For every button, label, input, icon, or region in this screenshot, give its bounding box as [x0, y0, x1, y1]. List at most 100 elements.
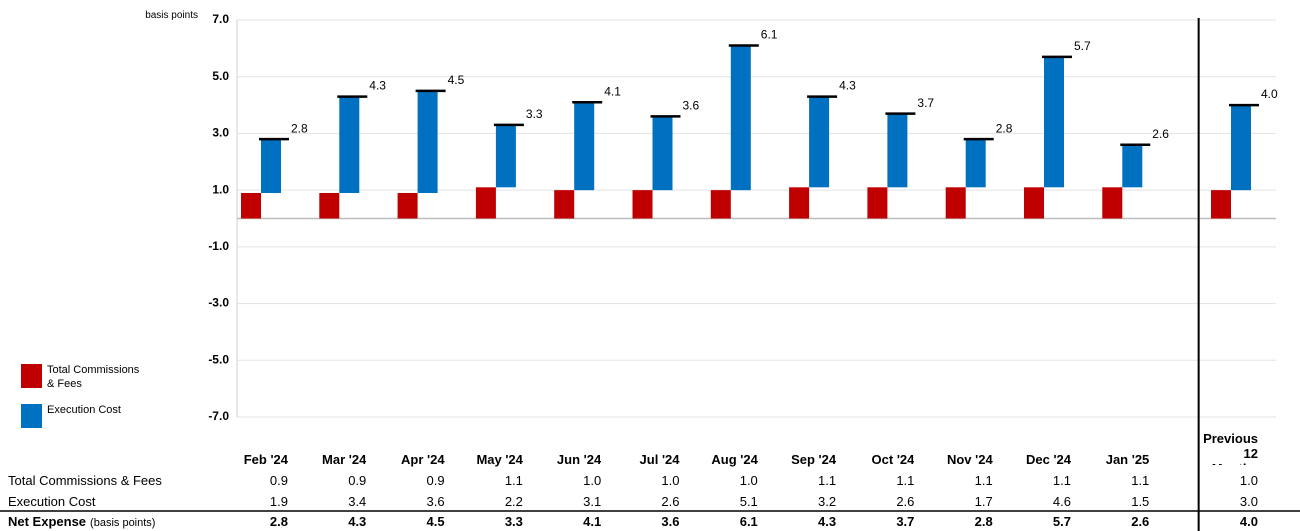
bar — [730, 45, 751, 191]
table-value-text: 6.1 — [739, 514, 758, 529]
table-value-box: 0.9 — [392, 473, 445, 488]
x-tick-label-box: Aug '24 — [711, 452, 758, 467]
bar — [789, 187, 810, 219]
x-tick-label: Mar '24 — [293, 452, 366, 467]
table-value-text: 3.4 — [348, 494, 367, 509]
bar — [965, 139, 986, 188]
table-value-box: 3.7 — [896, 514, 915, 529]
table-value-box: 3.6 — [427, 494, 445, 509]
table-value-box: 3.4 — [348, 494, 367, 509]
data-label: 4.1 — [604, 84, 621, 98]
bar — [475, 187, 496, 219]
table-value-text: 4.6 — [1052, 494, 1071, 509]
bar — [1102, 187, 1123, 219]
x-tick-label-text: Jul '24 — [639, 452, 680, 467]
table-value-text: 1.9 — [269, 494, 288, 509]
bar — [397, 192, 418, 219]
x-tick-label-box: Jan '25 — [1105, 452, 1150, 467]
legend-swatch — [21, 364, 42, 388]
x-tick-label-text: Mar '24 — [322, 452, 367, 467]
table-value: 1.5 — [1096, 494, 1149, 509]
data-label: 4.3 — [369, 79, 386, 93]
x-tick-label-box: Previous 12 Months — [1198, 431, 1258, 465]
data-label: 2.8 — [291, 121, 308, 135]
table-value-text: 4.5 — [426, 514, 445, 529]
bar — [1231, 105, 1251, 191]
table-value-text: 2.6 — [661, 494, 680, 509]
table-value-text: 0.9 — [348, 473, 367, 488]
x-tick-label-box: Nov '24 — [946, 452, 993, 467]
x-tick-label-text: Jun '24 — [556, 452, 602, 467]
legend-label-text: Total Commissions & Fees — [47, 364, 140, 390]
bar — [945, 187, 966, 219]
x-tick-label: Jun '24 — [528, 452, 601, 467]
table-value-text: 4.1 — [583, 514, 602, 529]
y-tick-label: 1.0 — [212, 182, 229, 196]
table-value-text: 2.2 — [504, 494, 523, 509]
bar — [554, 190, 575, 219]
table-value-text: 0.9 — [426, 473, 445, 488]
data-label: 2.8 — [996, 121, 1013, 135]
bar — [1024, 187, 1044, 219]
table-value-box: 5.1 — [739, 494, 758, 509]
table-value: 2.8 — [940, 514, 993, 529]
data-label: 3.7 — [917, 96, 934, 110]
table-value-box: 1.0 — [661, 473, 680, 488]
bar — [652, 116, 673, 191]
table-value-box: 2.6 — [896, 494, 914, 509]
table-value-box: 1.7 — [974, 494, 993, 509]
table-value-text: 3.6 — [661, 514, 680, 529]
table-value-box: 5.7 — [1018, 514, 1071, 529]
table-value-box: 3.0 — [1239, 494, 1258, 509]
table-value: 1.0 — [548, 473, 601, 488]
table-value-text: 3.7 — [896, 514, 915, 529]
x-tick-label-text: Nov '24 — [946, 452, 993, 467]
row-label-text: Net Expense — [8, 514, 87, 529]
bar — [887, 113, 908, 188]
row-label-text: Execution Cost — [8, 494, 96, 509]
table-value-text: 1.0 — [583, 473, 602, 488]
table-value-text: 3.0 — [1239, 494, 1258, 509]
data-label: 4.5 — [448, 73, 465, 87]
table-value-box: 3.6 — [661, 514, 680, 529]
table-value: 4.1 — [548, 514, 601, 529]
table-value-box: 1.1 — [1131, 473, 1150, 488]
x-tick-label-text: Dec '24 — [1025, 452, 1071, 467]
bar — [710, 190, 731, 219]
x-tick-label-text: Aug '24 — [711, 452, 758, 467]
table-value-text: 5.1 — [739, 494, 758, 509]
table-value: 0.9 — [392, 473, 445, 488]
legend-label-box: Total Commissions & Fees — [47, 364, 140, 390]
table-value-box: 2.2 — [504, 494, 523, 509]
x-tick-label-box: Dec '24 — [1025, 452, 1071, 467]
x-tick-label-box: Mar '24 — [293, 452, 366, 467]
table-value-text: 1.0 — [661, 473, 680, 488]
table-value-box: 1.1 — [975, 473, 993, 488]
y-axis-label-text: basis points — [145, 10, 198, 21]
table-value-text: 1.1 — [1131, 473, 1150, 488]
x-tick-label-text: Jan '25 — [1105, 452, 1150, 467]
table-value-text: 1.7 — [974, 494, 993, 509]
table-value-box: 6.1 — [739, 514, 758, 529]
table-value: 0.9 — [313, 473, 366, 488]
y-tick-label: -3.0 — [208, 296, 229, 310]
table-value-box: 0.9 — [313, 473, 366, 488]
x-tick-label: Previous 12 Months — [1198, 431, 1258, 465]
table-value-text: 3.1 — [583, 494, 602, 509]
table-value: 1.9 — [235, 494, 288, 509]
table-value-box: 2.6 — [1131, 514, 1149, 529]
table-value: 5.7 — [1018, 514, 1071, 529]
legend-label-box: Execution Cost — [47, 404, 121, 416]
table-value-text: 3.3 — [504, 514, 523, 529]
table-value: 1.0 — [1205, 473, 1258, 488]
x-tick-label: May '24 — [450, 452, 522, 467]
table-value-text: 1.1 — [504, 473, 523, 488]
x-tick-label-text: Sep '24 — [791, 452, 837, 467]
table-value-box: 1.0 — [740, 473, 758, 488]
bar — [1211, 190, 1231, 219]
table-value-box: 1.5 — [1096, 494, 1149, 509]
table-value-box: 1.1 — [1053, 473, 1071, 488]
table-value: 3.2 — [783, 494, 836, 509]
table-value-text: 0.9 — [269, 473, 288, 488]
y-tick-label: -5.0 — [208, 352, 229, 366]
